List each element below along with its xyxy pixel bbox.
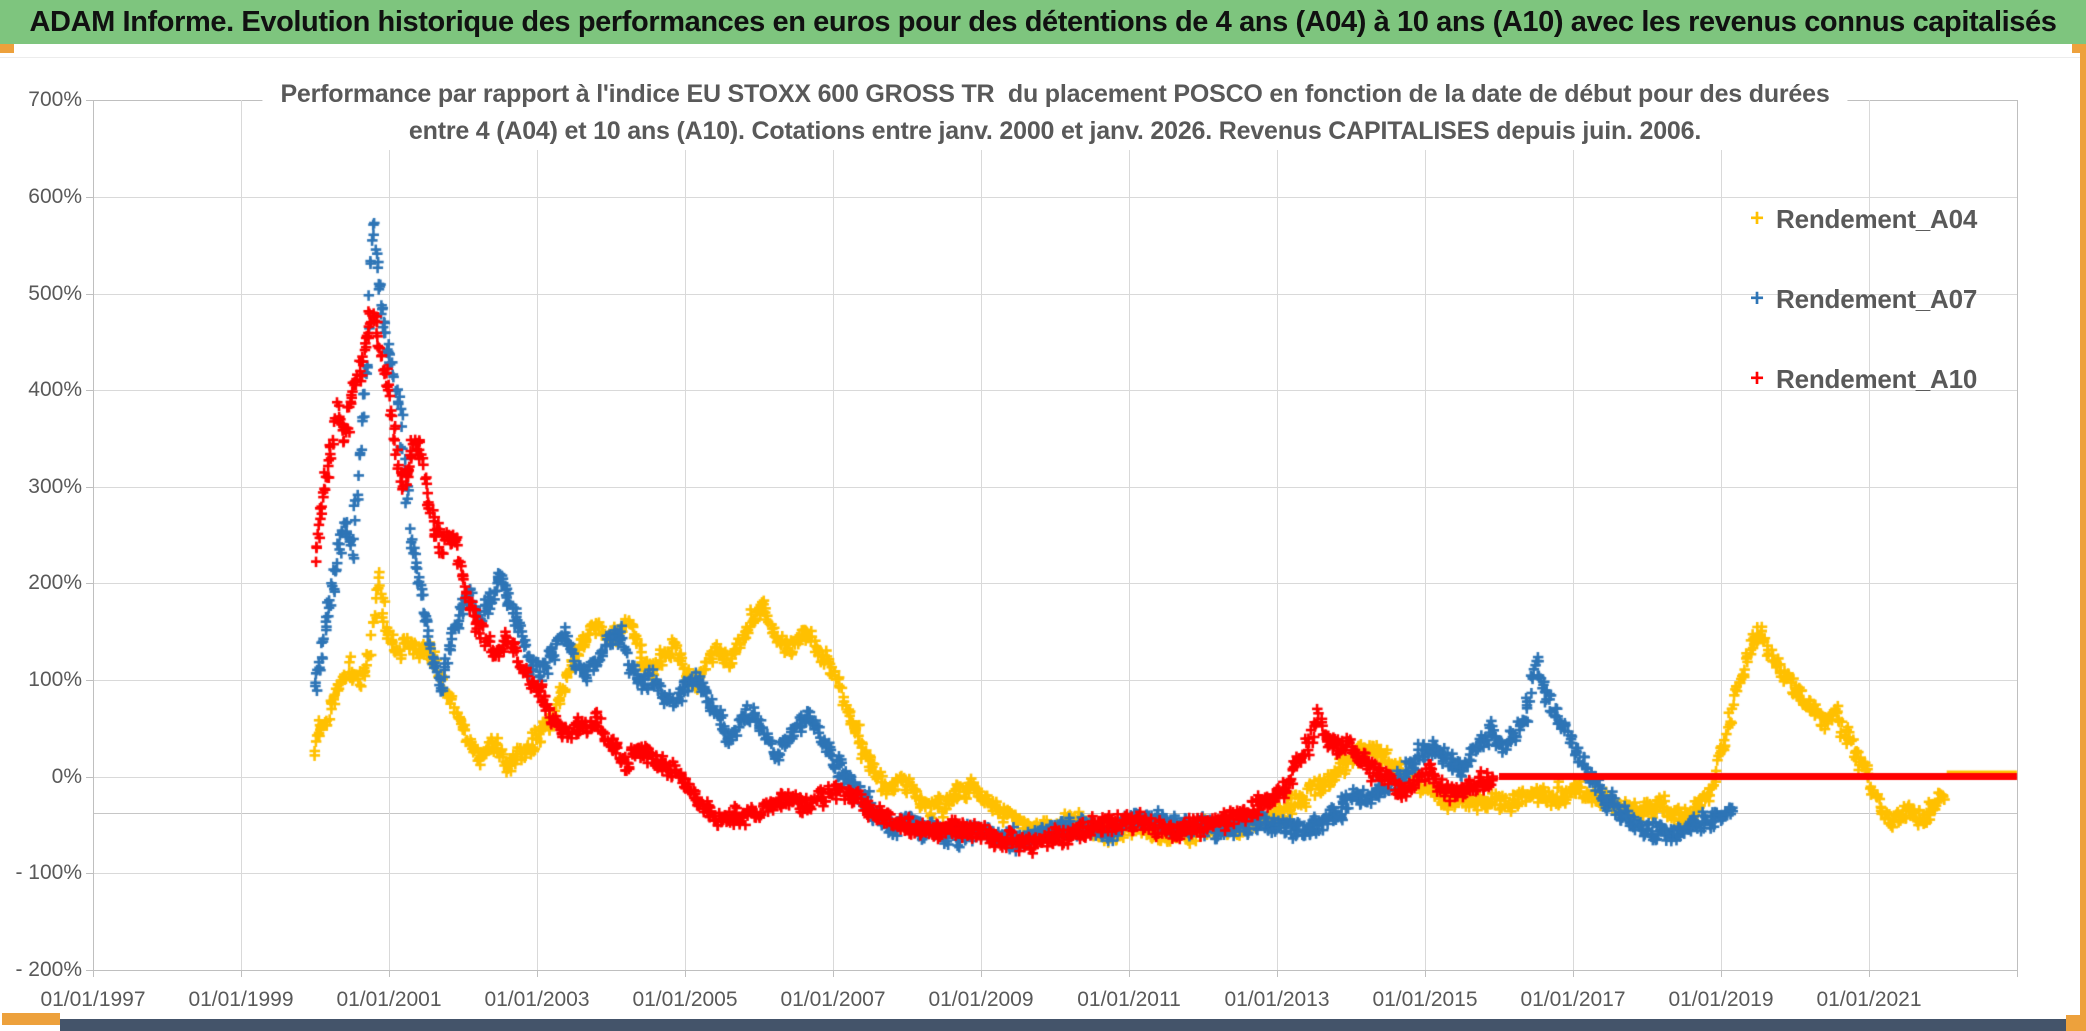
plus-marker-icon: + <box>1749 205 1764 232</box>
legend-item-rendement-a10: + Rendement_A10 <box>1744 359 1977 399</box>
legend-item-rendement-a04: + Rendement_A04 <box>1744 199 1977 239</box>
legend-label: Rendement_A07 <box>1776 283 1978 314</box>
legend-label: Rendement_A04 <box>1776 203 1978 234</box>
plus-marker-icon: + <box>1749 365 1764 392</box>
plus-marker-icon: + <box>1749 285 1764 312</box>
legend-item-rendement-a07: + Rendement_A07 <box>1744 279 1977 319</box>
legend-label: Rendement_A10 <box>1776 363 1978 394</box>
chart-legend: + Rendement_A04 + Rendement_A07 + Rendem… <box>1744 199 1977 399</box>
